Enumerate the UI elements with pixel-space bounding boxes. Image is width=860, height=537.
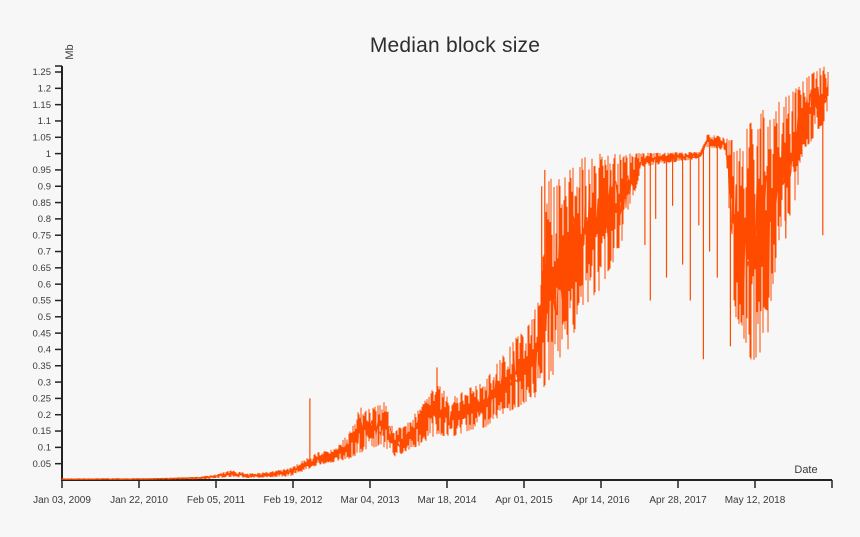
- x-axis-title: Date: [794, 464, 818, 476]
- x-axis-ticks: Jan 03, 2009 Jan 22, 2010 Feb 05, 2011 Feb …: [33, 480, 833, 506]
- series-line: [61, 81, 829, 480]
- y-tick-label: 0.65: [33, 263, 52, 274]
- x-tick-label: Apr 01, 2015: [495, 495, 553, 506]
- y-tick-label: 1.05: [33, 132, 52, 143]
- y-tick-label: 0.2: [38, 410, 51, 421]
- y-axis-ticks: 0.05 0.1 0.15 0.2 0.25 0.3 0.35 0.4 0.45 0.5 0.55 0…: [33, 65, 62, 470]
- y-tick-label: 0.25: [33, 394, 52, 405]
- y-tick-label: 0.55: [33, 296, 52, 307]
- x-tick-label: Apr 28, 2017: [649, 495, 707, 506]
- y-tick-label: 0.85: [33, 198, 52, 209]
- x-tick-label: Jan 22, 2010: [110, 495, 168, 506]
- y-tick-label: 0.7: [38, 247, 51, 258]
- y-tick-label: 0.35: [33, 361, 52, 372]
- series-band: [61, 66, 829, 481]
- x-tick-label: Mar 18, 2014: [418, 495, 477, 506]
- y-tick-label: 1.15: [33, 100, 52, 111]
- y-tick-label: 0.95: [33, 165, 52, 176]
- y-tick-label: 1.2: [38, 84, 51, 95]
- chart-title: Median block size: [369, 34, 541, 57]
- x-tick-label: Mar 04, 2013: [341, 495, 400, 506]
- y-tick-label: 0.3: [38, 377, 51, 388]
- y-tick-label: 0.15: [33, 426, 52, 437]
- x-tick-label: Apr 14, 2016: [572, 495, 630, 506]
- y-tick-label: 0.75: [33, 230, 52, 241]
- y-tick-label: 0.05: [33, 459, 52, 470]
- x-tick-label: Jan 03, 2009: [33, 495, 91, 506]
- y-tick-label: 1.1: [38, 116, 51, 127]
- y-tick-label: 0.9: [38, 181, 51, 192]
- y-tick-label: 0.5: [38, 312, 51, 323]
- y-tick-label: 1.25: [33, 67, 52, 78]
- y-tick-label: 0.45: [33, 328, 52, 339]
- y-tick-label: 0.4: [38, 345, 51, 356]
- y-tick-label: 0.6: [38, 279, 51, 290]
- series-median-block-size: [61, 66, 829, 481]
- y-tick-label: 1: [46, 149, 51, 160]
- y-tick-label: 0.8: [38, 214, 51, 225]
- x-tick-label: Feb 05, 2011: [187, 495, 246, 506]
- x-tick-label: Feb 19, 2012: [264, 495, 323, 506]
- x-tick-label: May 12, 2018: [725, 495, 786, 506]
- y-tick-label: 0.1: [38, 443, 51, 454]
